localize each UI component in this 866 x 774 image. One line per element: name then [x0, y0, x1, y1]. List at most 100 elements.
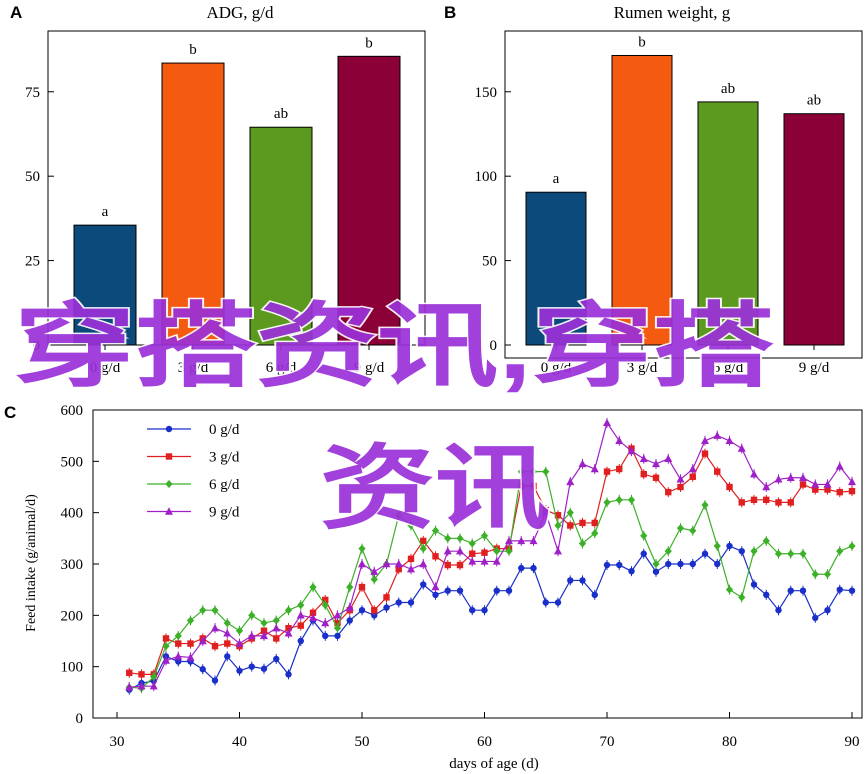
data-point [223, 629, 232, 637]
data-point [481, 549, 488, 556]
data-point [370, 567, 379, 575]
bar-6-g-d [697, 101, 759, 346]
panel-b: B Rumen weight, g 0 50 100 150 a 0 g/d b 3 g/d a… [444, 3, 863, 376]
data-point [358, 544, 366, 553]
y-tick-label: 75 [25, 85, 40, 101]
significance-letter: ab [274, 106, 288, 122]
data-point [518, 564, 525, 572]
data-point [824, 607, 831, 614]
data-point [162, 635, 170, 642]
data-point [652, 459, 660, 468]
data-point [542, 467, 550, 476]
bar-3-g-d [161, 62, 225, 346]
data-point [395, 511, 403, 520]
x-tick-label: 30 [110, 734, 125, 750]
data-point [835, 462, 844, 470]
data-point [725, 585, 734, 594]
data-point [689, 526, 697, 535]
data-point [848, 587, 856, 594]
data-point [725, 436, 734, 444]
data-point [456, 587, 464, 594]
data-point [579, 577, 586, 584]
data-point [567, 577, 574, 584]
data-point [799, 587, 807, 594]
x-tick-label: 6 g/d [713, 360, 744, 376]
data-point [211, 623, 219, 632]
data-point [199, 666, 206, 673]
data-point [737, 444, 746, 452]
data-point [652, 560, 660, 568]
data-point [664, 454, 673, 462]
data-point [603, 561, 611, 569]
data-point [591, 529, 599, 538]
data-point [603, 498, 611, 507]
data-point [774, 475, 783, 483]
data-point [493, 587, 500, 594]
data-point [799, 549, 807, 558]
data-point [260, 627, 268, 634]
data-point [419, 559, 428, 568]
data-point [567, 522, 574, 529]
x-tick-label: 9 g/d [354, 360, 385, 376]
data-point [848, 487, 856, 495]
data-point [799, 473, 807, 481]
data-point [224, 640, 231, 647]
significance-letter: a [102, 204, 109, 220]
legend-marker [165, 480, 173, 488]
data-point [175, 640, 182, 647]
x-tick-label: 70 [600, 734, 615, 750]
bar-0-g-d [525, 191, 587, 346]
data-point [480, 531, 489, 540]
data-point [186, 653, 195, 661]
data-point [517, 536, 526, 545]
data-point [235, 626, 244, 635]
bar-9-g-d [337, 55, 401, 346]
data-point [518, 482, 525, 490]
data-point [750, 496, 758, 504]
data-point [198, 636, 207, 645]
data-point [334, 632, 341, 640]
data-point [603, 468, 611, 475]
data-point [823, 570, 832, 579]
data-point [616, 465, 623, 473]
data-point [260, 631, 268, 640]
data-point [665, 488, 672, 496]
data-point [309, 583, 317, 592]
y-tick-label: 0 [33, 338, 41, 354]
data-point [407, 564, 415, 573]
data-point [750, 547, 758, 556]
panel-a-label: A [10, 3, 22, 22]
data-point [333, 611, 342, 619]
data-point [444, 534, 452, 543]
data-point [407, 599, 415, 606]
data-point [394, 559, 403, 568]
data-point [529, 467, 538, 476]
panel-a-title: ADG, g/d [206, 3, 274, 22]
data-point [407, 555, 415, 563]
data-point [248, 663, 255, 670]
data-point [358, 607, 366, 614]
panel-b-plot-frame [504, 30, 863, 359]
data-point [223, 619, 231, 628]
data-point [420, 537, 427, 545]
data-point [469, 607, 476, 614]
data-point [211, 606, 219, 615]
x-tick-label: 80 [722, 734, 737, 750]
data-point [420, 581, 427, 588]
data-point [517, 467, 525, 476]
y-tick-label: 0 [490, 338, 498, 354]
data-point [554, 521, 562, 530]
data-point [137, 681, 146, 690]
data-point [407, 521, 415, 530]
panel-b-title: Rumen weight, g [614, 3, 731, 22]
data-point [456, 561, 464, 569]
data-point [799, 481, 807, 488]
data-point [738, 499, 745, 506]
x-tick-label: 3 g/d [627, 360, 658, 376]
data-point [174, 652, 183, 660]
data-point [786, 473, 795, 481]
data-point [639, 454, 648, 462]
data-point [468, 557, 477, 565]
data-point [627, 446, 636, 455]
data-point [811, 480, 820, 488]
